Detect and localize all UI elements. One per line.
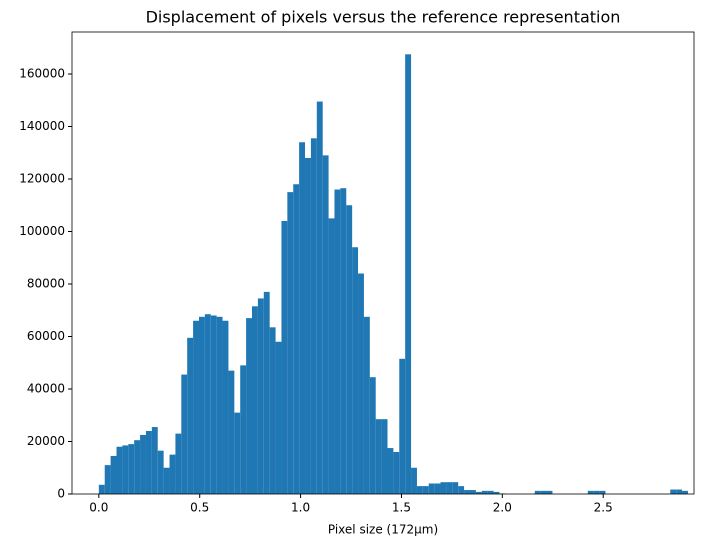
bar (275, 341, 282, 494)
bar (587, 490, 594, 494)
bar (216, 316, 223, 494)
y-tick-label: 100000 (19, 224, 65, 238)
bar (281, 221, 288, 494)
bar (452, 482, 459, 494)
bar (210, 315, 217, 494)
bar (458, 486, 465, 494)
y-tick-label: 80000 (27, 277, 65, 291)
bar (305, 158, 311, 494)
bar (293, 184, 300, 494)
bar (145, 431, 152, 494)
bar (416, 486, 423, 494)
bar (428, 483, 435, 494)
bar (334, 189, 341, 494)
bar (222, 320, 229, 494)
x-tick-label: 0.0 (89, 501, 108, 515)
bar (198, 316, 205, 494)
bar (98, 484, 105, 494)
bar (163, 467, 170, 494)
bar (481, 490, 488, 494)
bar (328, 218, 335, 494)
bar (175, 433, 182, 494)
bar (151, 427, 158, 494)
bar (181, 374, 188, 494)
bar (110, 455, 117, 494)
bar (487, 490, 494, 494)
bar (128, 444, 135, 494)
x-tick-label: 1.5 (392, 501, 411, 515)
bar (316, 101, 323, 494)
bar (234, 412, 241, 494)
y-tick-label: 0 (57, 487, 65, 501)
bar (228, 370, 235, 494)
plot-frame (71, 31, 695, 495)
bar (187, 337, 194, 494)
bar (440, 482, 447, 494)
x-tick-label: 1.0 (291, 501, 310, 515)
bar (469, 490, 476, 494)
y-tick-label: 60000 (27, 329, 65, 343)
bar (446, 482, 453, 494)
bar (287, 192, 294, 494)
bar (534, 490, 541, 494)
y-tick-label: 140000 (19, 119, 65, 133)
bar (204, 314, 211, 494)
bar (299, 142, 306, 494)
y-tick-label: 120000 (19, 172, 65, 186)
x-tick-label: 2.0 (493, 501, 512, 515)
bar (240, 365, 247, 494)
bar (263, 291, 270, 494)
bar (363, 316, 370, 494)
x-tick-label: 0.5 (190, 501, 209, 515)
bar (422, 486, 429, 494)
bar (682, 490, 688, 494)
bar (322, 155, 329, 494)
bar (346, 205, 353, 494)
bar (358, 273, 364, 494)
y-tick-label: 20000 (27, 434, 65, 448)
bar (116, 446, 123, 494)
bar (246, 318, 253, 494)
bar (257, 298, 264, 494)
bar (475, 491, 482, 494)
bar (134, 440, 141, 494)
bar (122, 445, 129, 494)
bar (493, 491, 500, 494)
bar (104, 465, 111, 494)
bar (375, 419, 382, 494)
bar (381, 419, 388, 494)
bar (405, 54, 412, 494)
bar (310, 138, 317, 494)
bar (140, 434, 146, 494)
bar (676, 489, 683, 494)
chart-title: Displacement of pixels versus the refere… (146, 8, 621, 27)
bar (169, 454, 176, 494)
bar (546, 490, 553, 494)
bar (540, 490, 547, 494)
bar (157, 450, 164, 494)
x-axis-label: Pixel size (172µm) (328, 523, 438, 537)
x-tick-label: 2.5 (594, 501, 613, 515)
bar (340, 188, 347, 494)
bar (593, 490, 600, 494)
bar (411, 467, 417, 494)
bar (393, 452, 400, 494)
y-tick-label: 40000 (27, 382, 65, 396)
bar (387, 448, 394, 494)
bar (252, 306, 258, 494)
bar (464, 490, 470, 494)
y-tick-label: 160000 (19, 67, 65, 81)
bar (193, 320, 199, 494)
bar (434, 483, 441, 494)
bar (269, 327, 276, 494)
bar (369, 377, 376, 494)
bar (599, 490, 606, 494)
bar (399, 358, 406, 494)
bar (670, 489, 677, 494)
bar (352, 247, 359, 494)
